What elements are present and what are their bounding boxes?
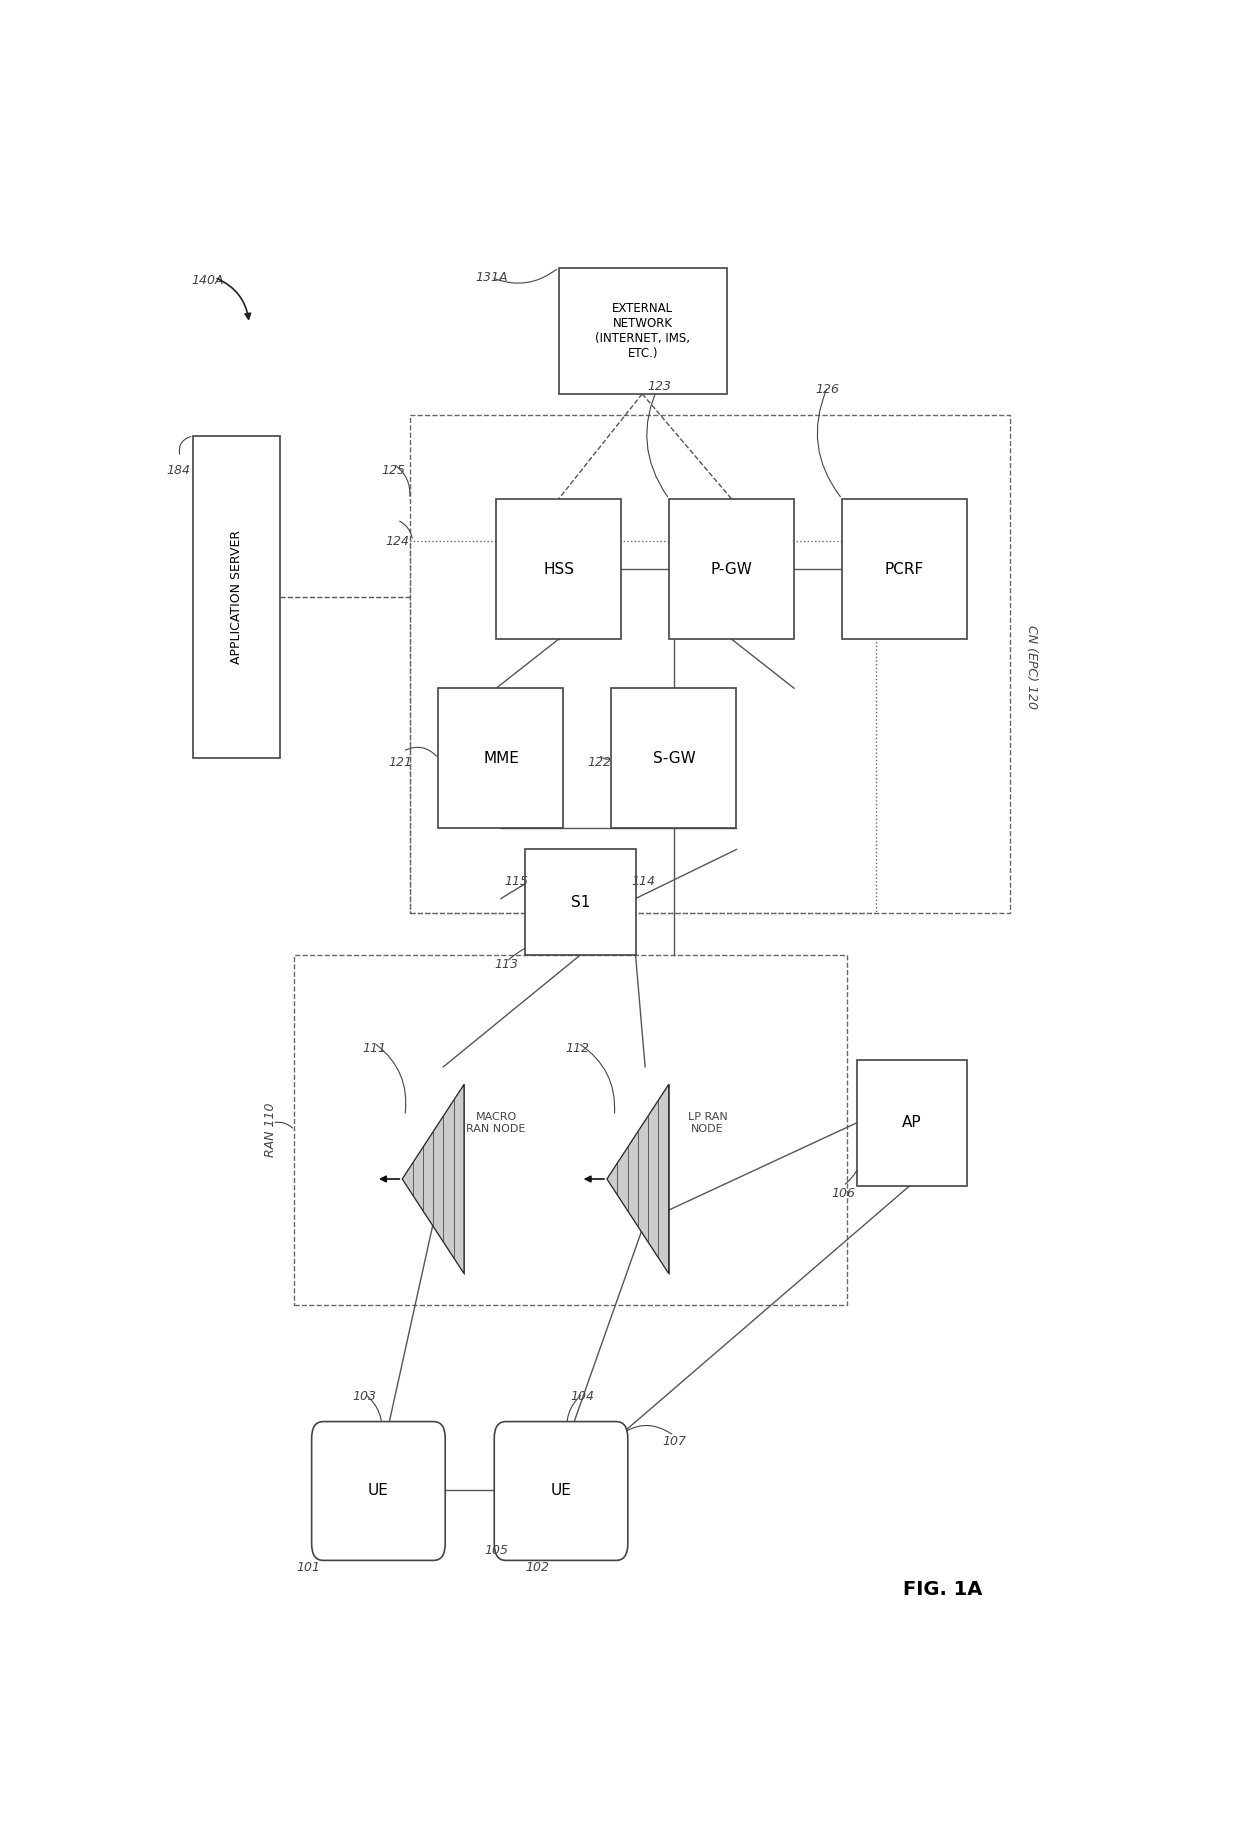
Text: 115: 115 [505,876,528,889]
Text: 114: 114 [631,876,655,889]
FancyBboxPatch shape [311,1422,445,1561]
Text: CN (EPC) 120: CN (EPC) 120 [1025,625,1038,708]
Text: UE: UE [368,1484,389,1499]
Bar [525,849,635,954]
Polygon shape [606,1083,668,1273]
Text: AP: AP [901,1116,921,1131]
Text: 131A: 131A [475,271,507,284]
Text: UE: UE [551,1484,572,1499]
Bar [670,499,794,639]
Text: LP RAN
NODE: LP RAN NODE [688,1113,728,1134]
Text: 123: 123 [647,381,672,393]
Text: APPLICATION SERVER: APPLICATION SERVER [231,530,243,665]
Text: FIG. 1A: FIG. 1A [903,1581,983,1599]
Text: 124: 124 [386,535,409,548]
Text: MACRO
RAN NODE: MACRO RAN NODE [466,1113,526,1134]
Text: 107: 107 [662,1435,686,1448]
Text: 126: 126 [816,382,839,397]
Text: 111: 111 [362,1042,386,1054]
Text: 102: 102 [526,1561,549,1573]
Text: 106: 106 [831,1187,856,1200]
Text: 101: 101 [296,1561,321,1573]
Bar [842,499,967,639]
Bar [294,954,847,1306]
Bar [857,1060,967,1185]
Text: RAN 110: RAN 110 [264,1104,277,1156]
Polygon shape [402,1083,464,1273]
Text: HSS: HSS [543,561,574,577]
Text: 113: 113 [495,958,518,971]
Text: P-GW: P-GW [711,561,753,577]
Bar [193,435,280,758]
Text: PCRF: PCRF [885,561,924,577]
Text: 125: 125 [382,464,405,477]
Bar [558,268,727,393]
Text: 121: 121 [388,756,412,768]
Text: 184: 184 [166,464,190,477]
Text: 103: 103 [352,1389,377,1402]
Text: 112: 112 [565,1042,590,1054]
FancyBboxPatch shape [495,1422,627,1561]
Text: S1: S1 [570,894,590,909]
Text: 105: 105 [484,1544,508,1557]
Bar [409,415,1011,912]
Text: 104: 104 [570,1389,595,1402]
Text: 122: 122 [587,756,611,768]
Bar [439,688,563,829]
Text: EXTERNAL
NETWORK
(INTERNET, IMS,
ETC.): EXTERNAL NETWORK (INTERNET, IMS, ETC.) [595,302,691,361]
Bar [496,499,621,639]
Text: S-GW: S-GW [652,750,696,767]
Bar [611,688,737,829]
Text: MME: MME [484,750,518,767]
Text: 140A: 140A [192,273,224,286]
Bar [409,541,875,912]
